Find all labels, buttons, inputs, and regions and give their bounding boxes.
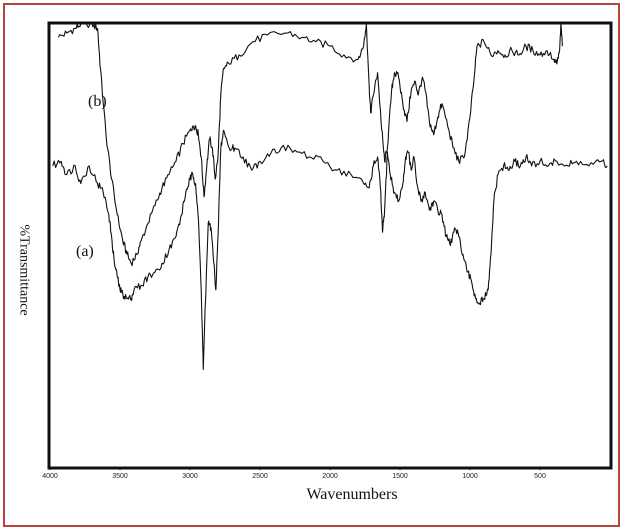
series-line-a <box>52 129 608 371</box>
x-axis-label: Wavenumbers <box>306 486 398 503</box>
series-label-b: (b) <box>88 93 107 110</box>
x-tick-label: 2500 <box>252 473 268 480</box>
x-tick-label: 1500 <box>392 473 408 480</box>
series-layer <box>52 23 608 371</box>
series-line-b <box>57 23 563 267</box>
x-tick-label: 1000 <box>462 473 478 480</box>
y-axis-label-wrap: %Transmittance <box>12 150 36 390</box>
x-tick-label: 500 <box>534 473 546 480</box>
x-tick-label: 3000 <box>182 473 198 480</box>
figure-frame <box>3 3 620 527</box>
x-tick-layer: 4000 3500 3000 2500 2000 1500 1000 500 <box>42 467 546 480</box>
series-label-a: (a) <box>76 243 94 260</box>
x-tick-label: 4000 <box>42 473 58 480</box>
plot-area-border <box>47 21 613 470</box>
x-tick-label: 3500 <box>112 473 128 480</box>
x-tick-label: 2000 <box>322 473 338 480</box>
y-axis-label: %Transmittance <box>17 224 32 316</box>
